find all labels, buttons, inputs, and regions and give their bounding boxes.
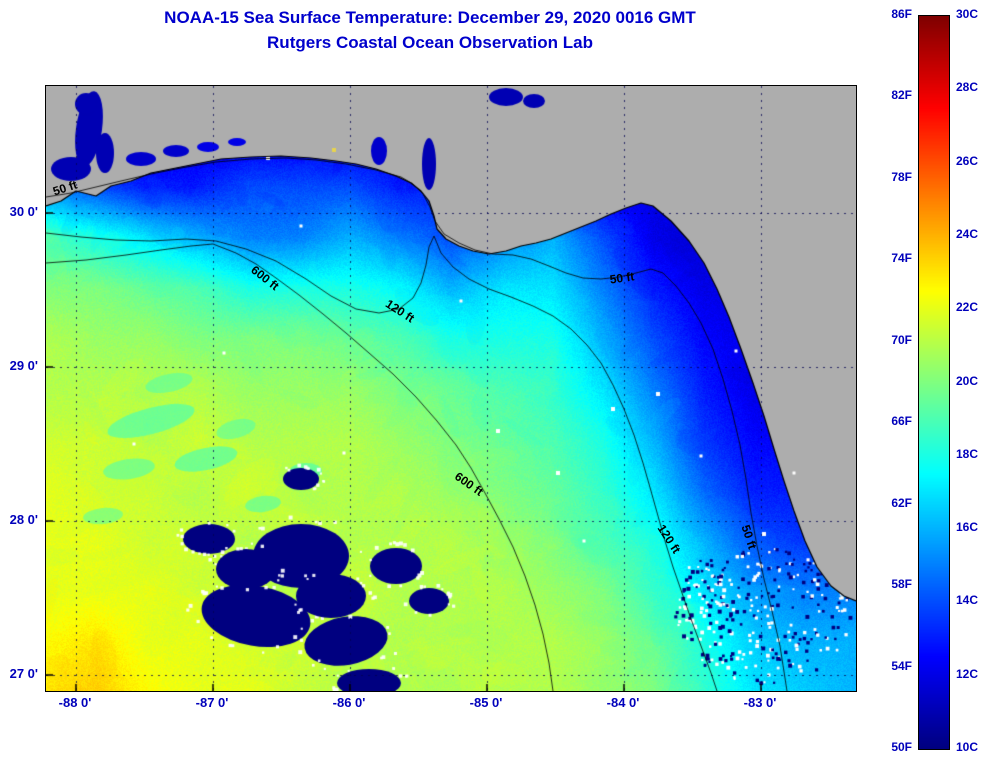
colorbar-f-label: 62F [891,495,912,510]
colorbar-c-label: 20C [956,373,979,388]
colorbar-c-label: 30C [956,7,979,21]
colorbar-f-label: 86F [891,7,912,21]
y-tick-label: 28 0' [9,512,38,527]
colorbar-c-label: 26C [956,153,979,168]
x-tick-label: -85 0' [469,695,503,710]
y-tick-label: 30 0' [9,204,38,219]
chart-title: NOAA-15 Sea Surface Temperature: Decembe… [164,8,696,27]
colorbar-f-label: 58F [891,577,912,592]
x-axis-tick-labels: -88 0' -87 0' -86 0' -85 0' -84 0' -83 0' [45,695,855,715]
colorbar-c-label: 14C [956,593,979,608]
colorbar-f-label: 54F [891,658,912,673]
colorbar-c-label: 24C [956,226,979,241]
colorbar-f-label: 66F [891,414,912,429]
y-tick-label: 29 0' [9,358,38,373]
colorbar-c-label: 18C [956,446,979,461]
x-tick-label: -88 0' [58,695,92,710]
colorbar-c-label: 28C [956,80,979,95]
y-axis-tick-labels: 30 0' 29 0' 28 0' 27 0' [0,85,41,690]
colorbar: 86F 82F 78F 74F 70F 66F 62F 58F 54F 50F 30C 28C 26C… [870,0,992,770]
colorbar-f-label: 82F [891,88,912,103]
colorbar-f-label: 74F [891,251,912,266]
x-tick-label: -84 0' [606,695,640,710]
y-tick-label: 27 0' [9,666,38,681]
colorbar-f-label: 70F [891,332,912,347]
colorbar-c-label: 16C [956,520,979,535]
colorbar-c-label: 12C [956,666,979,681]
colorbar-f-label: 50F [891,740,912,754]
colorbar-c-label: 10C [956,740,979,754]
sst-map-canvas [46,86,856,691]
map-plot-area: 50 ft 600 ft 120 ft 600 ft 50 ft 120 ft 50 ft [45,85,857,692]
chart-title-block: NOAA-15 Sea Surface Temperature: Decembe… [0,6,860,55]
x-tick-label: -86 0' [332,695,366,710]
x-tick-label: -87 0' [195,695,229,710]
colorbar-gradient-canvas [918,15,950,750]
x-tick-label: -83 0' [743,695,777,710]
colorbar-f-label: 78F [891,169,912,184]
chart-subtitle: Rutgers Coastal Ocean Observation Lab [267,32,593,52]
colorbar-c-label: 22C [956,300,979,315]
